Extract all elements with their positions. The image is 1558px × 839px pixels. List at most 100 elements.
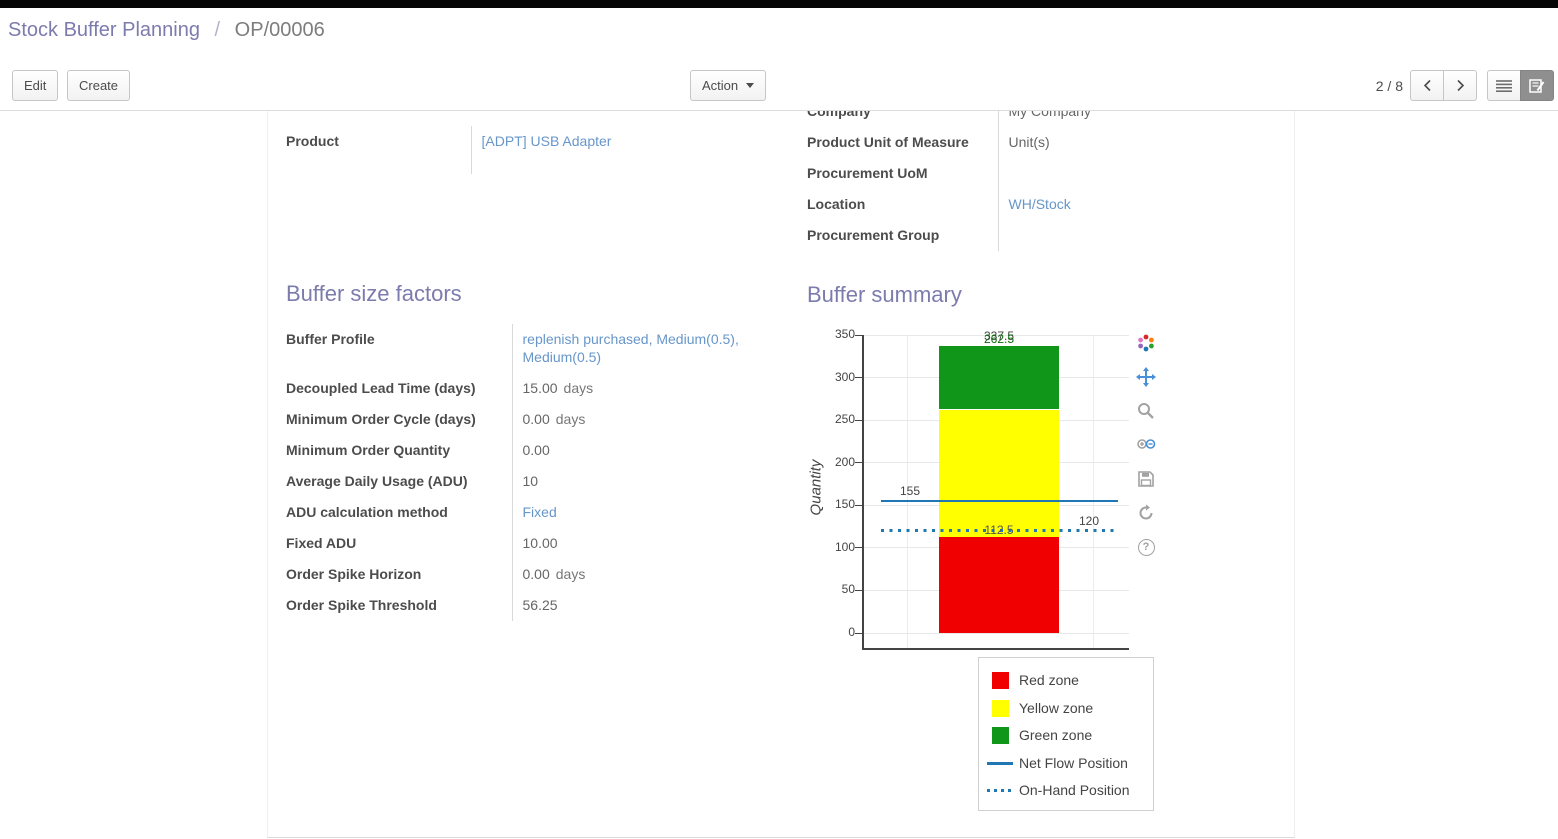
field-label: ADU calculation method [286, 497, 513, 528]
chart-y-tick-mark [855, 462, 863, 464]
y-tick-label: 250 [834, 412, 855, 427]
location-link[interactable]: WH/Stock [1008, 196, 1071, 212]
field-procurement-group: Procurement Group [807, 220, 1277, 251]
legend-item[interactable]: Red zone [979, 671, 1153, 695]
field-label: Product Unit of Measure [807, 127, 999, 158]
chart-zone-boundary-label: 112.5 [984, 523, 1014, 538]
legend-item[interactable]: On-Hand Position [979, 781, 1153, 805]
chevron-left-icon [1423, 79, 1431, 92]
chart-bar-yellow-zone[interactable] [939, 409, 1059, 538]
field-label: Order Spike Threshold [286, 590, 513, 621]
chart-y-tick-mark [855, 334, 863, 336]
legend-swatch-rect [992, 727, 1009, 745]
field-minimum-order-cycle: Minimum Order Cycle (days) 0.00 days [286, 404, 764, 435]
field-minimum-order-quantity: Minimum Order Quantity 0.00 [286, 435, 764, 466]
product-link[interactable]: [ADPT] USB Adapter [481, 133, 612, 149]
legend-swatch-dotted-line [987, 789, 1013, 793]
field-label: Minimum Order Quantity [286, 435, 513, 466]
field-order-spike-threshold: Order Spike Threshold 56.25 [286, 590, 764, 621]
field-buffer-profile: Buffer Profile replenish purchased, Medi… [286, 324, 764, 373]
field-label: Order Spike Horizon [286, 559, 513, 590]
legend-label: Red zone [1019, 672, 1079, 688]
field-value: 15.00 [522, 380, 558, 396]
legend-swatch-rect [992, 672, 1009, 689]
field-group-left: Product [ADPT] USB Adapter [286, 126, 741, 174]
pager-next-button[interactable] [1443, 70, 1477, 101]
chart-bar-red-zone[interactable] [939, 537, 1059, 633]
pager [1410, 70, 1477, 101]
chart-line-on-hand-position[interactable] [881, 529, 1118, 533]
field-value: 0.00 [522, 442, 550, 458]
field-label: Location [807, 189, 999, 220]
chart-bar-green-zone[interactable] [939, 345, 1059, 410]
pan-icon[interactable] [1136, 367, 1156, 387]
field-value: 10.00 [522, 535, 558, 551]
field-label: Decoupled Lead Time (days) [286, 373, 513, 404]
field-label: Average Daily Usage (ADU) [286, 466, 513, 497]
help-icon[interactable]: ? [1136, 537, 1156, 557]
pager-previous-button[interactable] [1410, 70, 1444, 101]
zoom-in-out-icon[interactable] [1136, 435, 1156, 455]
chart-zone-boundary-label: 262.5 [983, 331, 1015, 346]
buffer-profile-link[interactable]: replenish purchased, Medium(0.5), Medium… [522, 331, 739, 365]
adu-method-link[interactable]: Fixed [522, 504, 557, 520]
y-tick-label: 350 [834, 327, 855, 341]
view-switcher [1487, 70, 1554, 101]
field-label: Procurement Group [807, 220, 999, 251]
edit-button[interactable]: Edit [12, 70, 59, 101]
chart-horizontal-gridline [863, 334, 1129, 336]
chart-vertical-gridline [1093, 335, 1094, 648]
form-view-icon [1529, 78, 1545, 93]
form-view-button[interactable] [1520, 70, 1554, 101]
field-label: Procurement UoM [807, 158, 999, 189]
chart-y-axis-title: Quantity [807, 459, 825, 516]
legend-item[interactable]: Green zone [979, 726, 1153, 750]
field-group-right: Company My Company Product Unit of Measu… [807, 111, 1277, 251]
field-unit: days [563, 380, 594, 396]
chart-y-tick-mark [855, 632, 863, 634]
save-icon[interactable] [1136, 469, 1156, 489]
chart-y-tick-mark [855, 377, 863, 379]
legend-label: Green zone [1019, 727, 1093, 744]
field-value: 0.00 [522, 411, 550, 427]
chart-line-label: 120 [1078, 513, 1100, 528]
caret-down-icon [746, 83, 755, 88]
breadcrumb: Stock Buffer Planning / OP/00006 [8, 19, 325, 42]
breadcrumb-separator: / [214, 19, 221, 41]
product-uom-value: Unit(s) [1008, 134, 1050, 150]
chart-x-axis-line [862, 648, 1129, 650]
reset-axes-icon[interactable] [1136, 503, 1156, 523]
legend-swatch-rect [992, 699, 1009, 717]
question-mark-glyph: ? [1137, 538, 1155, 556]
field-decoupled-lead-time: Decoupled Lead Time (days) 15.00 days [286, 373, 764, 404]
field-adu-calculation-method: ADU calculation method Fixed [286, 497, 764, 528]
y-tick-label: 150 [834, 497, 855, 512]
y-tick-label: 200 [834, 454, 855, 469]
chart-toolbar: ? [1136, 333, 1156, 557]
field-label: Buffer Profile [286, 324, 513, 373]
y-tick-label: 50 [841, 582, 855, 597]
y-tick-label: 300 [834, 369, 855, 384]
legend-label: Yellow zone [1019, 699, 1094, 716]
plotly-logo[interactable] [1136, 333, 1156, 353]
legend-label: Net Flow Position [1019, 754, 1128, 771]
field-order-spike-horizon: Order Spike Horizon 0.00 days [286, 559, 764, 590]
create-button[interactable]: Create [67, 70, 131, 101]
action-dropdown-button[interactable]: Action [690, 70, 767, 101]
zoom-icon[interactable] [1136, 401, 1156, 421]
field-label: Fixed ADU [286, 528, 513, 559]
field-value: 10 [522, 473, 539, 489]
legend-label: On-Hand Position [1019, 782, 1130, 799]
legend-item[interactable]: Net Flow Position [979, 754, 1153, 778]
chart-y-tick-mark [855, 589, 863, 591]
chart-y-tick-mark [855, 419, 863, 421]
field-label: Product [286, 126, 472, 174]
chart-line-net-flow-position[interactable] [881, 499, 1118, 503]
chart-y-axis-line [862, 335, 864, 648]
breadcrumb-link-stock-buffer-planning[interactable]: Stock Buffer Planning [8, 19, 200, 41]
legend-item[interactable]: Yellow zone [979, 699, 1153, 723]
field-group-buffer-factors: Buffer Profile replenish purchased, Medi… [286, 324, 764, 621]
list-view-button[interactable] [1487, 70, 1521, 101]
list-view-icon [1496, 79, 1512, 92]
